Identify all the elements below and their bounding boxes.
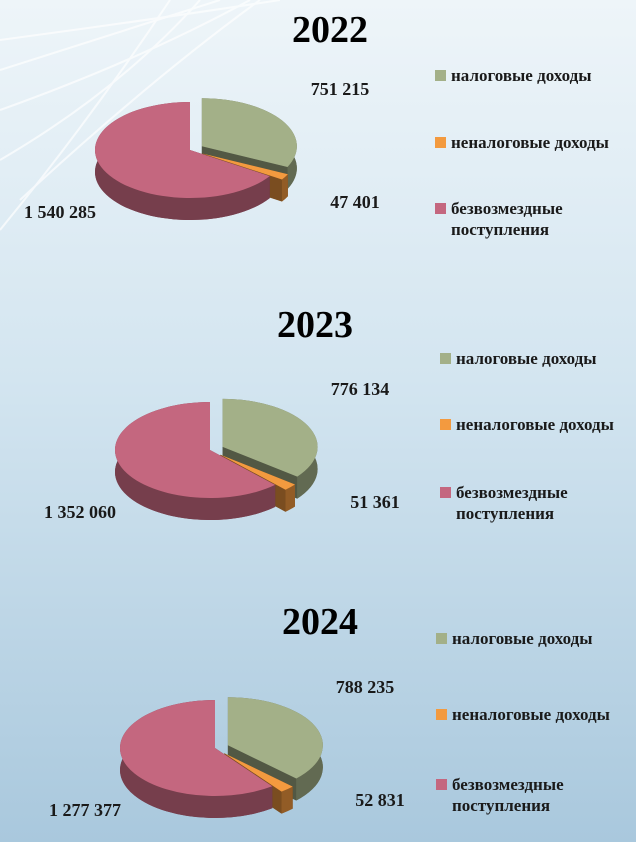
- legend-item: налоговые доходы: [436, 628, 612, 649]
- legend-item: безвозмездные поступления: [436, 774, 612, 816]
- decor: [0, 0, 281, 231]
- legend-swatch: [440, 419, 451, 430]
- slice-top: [115, 402, 276, 498]
- legend-label: неналоговые доходы: [451, 133, 609, 152]
- legend-swatch: [436, 709, 447, 720]
- legend-item: безвозмездные поступления: [435, 198, 636, 240]
- legend-item: неналоговые доходы: [440, 414, 616, 435]
- legend-swatch: [436, 779, 447, 790]
- slice-top: [119, 700, 273, 796]
- slice-top: [95, 102, 270, 198]
- data-label: 1 540 285: [24, 202, 96, 222]
- legend-item: неналоговые доходы: [436, 704, 612, 725]
- chart-title: 2024: [282, 601, 358, 643]
- legend-label: неналоговые доходы: [452, 705, 610, 724]
- chart-title: 2022: [292, 9, 368, 51]
- legend-label: безвозмездные поступления: [451, 199, 563, 239]
- pie-slice: [119, 700, 273, 818]
- legend-swatch: [435, 203, 446, 214]
- data-label: 776 134: [331, 379, 390, 399]
- legend-item: налоговые доходы: [440, 348, 616, 369]
- chart-title: 2023: [277, 304, 353, 346]
- data-label: 51 361: [350, 492, 400, 512]
- data-label: 1 352 060: [44, 502, 116, 522]
- data-label: 52 831: [355, 790, 405, 810]
- legend-label: безвозмездные поступления: [452, 775, 564, 815]
- slice-side: [285, 484, 295, 512]
- slice-top: [224, 753, 293, 792]
- pie-slice: [95, 102, 270, 221]
- legend-swatch: [436, 633, 447, 644]
- legend-label: безвозмездные поступления: [456, 483, 568, 523]
- data-label: 751 215: [311, 79, 370, 99]
- slice-side: [281, 174, 288, 202]
- legend-label: налоговые доходы: [451, 66, 592, 85]
- data-label: 1 277 377: [49, 800, 121, 820]
- legend-swatch: [440, 487, 451, 498]
- legend-label: налоговые доходы: [452, 629, 593, 648]
- slice-top: [227, 697, 323, 779]
- legend-label: налоговые доходы: [456, 349, 597, 368]
- legend-item: налоговые доходы: [435, 65, 636, 86]
- slice-top: [201, 98, 297, 167]
- pie-slice: [114, 402, 276, 521]
- data-label: 788 235: [336, 677, 395, 697]
- slice-top: [222, 398, 318, 477]
- slice-top: [220, 454, 295, 490]
- slice-side: [281, 786, 293, 814]
- legend-swatch: [440, 353, 451, 364]
- legend-item: безвозмездные поступления: [440, 482, 616, 524]
- legend-item: неналоговые доходы: [435, 132, 636, 153]
- data-label: 47 401: [330, 192, 380, 212]
- legend-swatch: [435, 137, 446, 148]
- legend-label: неналоговые доходы: [456, 415, 614, 434]
- legend-swatch: [435, 70, 446, 81]
- slice-top: [202, 153, 288, 180]
